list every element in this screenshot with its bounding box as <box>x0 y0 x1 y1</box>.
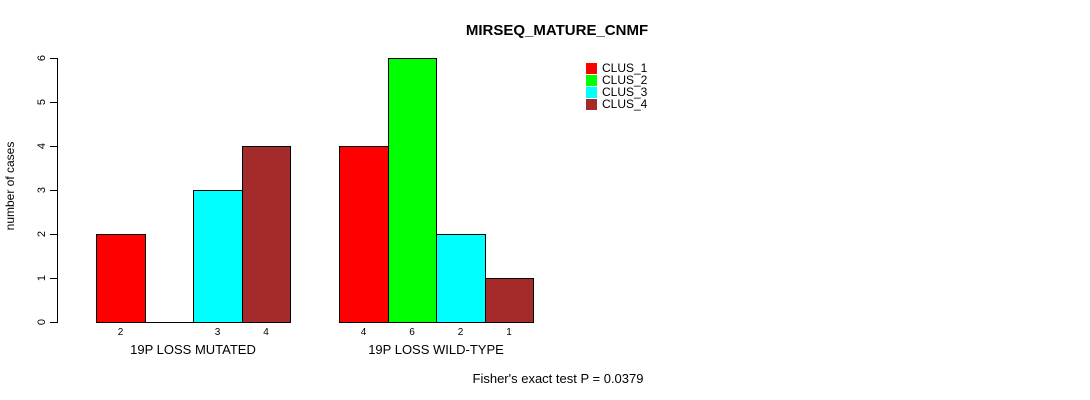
y-tick-label: 0 <box>36 318 48 326</box>
legend-swatch-clus_3-icon <box>586 86 597 98</box>
legend-label: CLUS_4 <box>602 97 648 111</box>
bar-value-label: 2 <box>457 327 464 338</box>
bar-value-label: 4 <box>263 327 269 338</box>
bar-clus_3-group-1 <box>193 190 243 323</box>
y-tick-label: 3 <box>36 186 48 194</box>
chart-title: MIRSEQ_MATURE_CNMF <box>465 22 649 39</box>
bar-value-label: 6 <box>409 327 415 338</box>
legend-label: CLUS_3 <box>602 85 648 99</box>
y-tick <box>50 146 57 147</box>
legend-label: CLUS_2 <box>602 73 648 87</box>
legend-swatch-clus_2-icon <box>586 74 597 86</box>
bar-value-label: 4 <box>360 327 367 338</box>
y-tick <box>50 102 57 103</box>
y-tick <box>50 190 57 191</box>
bar-clus_2-group-2 <box>388 58 437 323</box>
y-tick <box>50 322 57 323</box>
legend-swatch-clus_1-icon <box>586 62 597 74</box>
bar-value-label: 3 <box>214 327 221 338</box>
legend-swatch-clus_4-icon <box>586 98 597 110</box>
legend-label: CLUS_1 <box>602 61 648 75</box>
y-tick-label: 5 <box>36 98 48 106</box>
bar-clus_1-group-1 <box>96 234 146 323</box>
y-tick <box>50 278 57 279</box>
bar-clus_1-group-2 <box>339 146 389 323</box>
legend-item: CLUS_4 <box>586 98 647 110</box>
y-tick <box>50 58 57 59</box>
legend-item: CLUS_1 <box>586 62 647 74</box>
annotation-text: Fisher's exact test P = 0.0379 <box>472 371 644 386</box>
legend-item: CLUS_3 <box>586 86 647 98</box>
y-tick-label: 2 <box>36 230 48 238</box>
legend-item: CLUS_2 <box>586 74 647 86</box>
x-group-label: 19P LOSS WILD-TYPE <box>368 342 504 357</box>
y-tick <box>50 234 57 235</box>
y-tick-label: 1 <box>36 274 48 282</box>
y-tick-label: 4 <box>36 142 48 150</box>
bar-clus_4-group-1 <box>242 146 291 323</box>
x-group-label: 19P LOSS MUTATED <box>130 342 256 357</box>
bar-value-label: 1 <box>506 327 512 338</box>
y-tick-label: 6 <box>36 54 48 62</box>
bar-value-label: 2 <box>117 327 124 338</box>
bar-clus_4-group-2 <box>485 278 534 323</box>
legend: CLUS_1 CLUS_2 CLUS_3 CLUS_4 <box>586 62 647 110</box>
y-axis-line <box>57 58 58 323</box>
bar-clus_3-group-2 <box>436 234 486 323</box>
